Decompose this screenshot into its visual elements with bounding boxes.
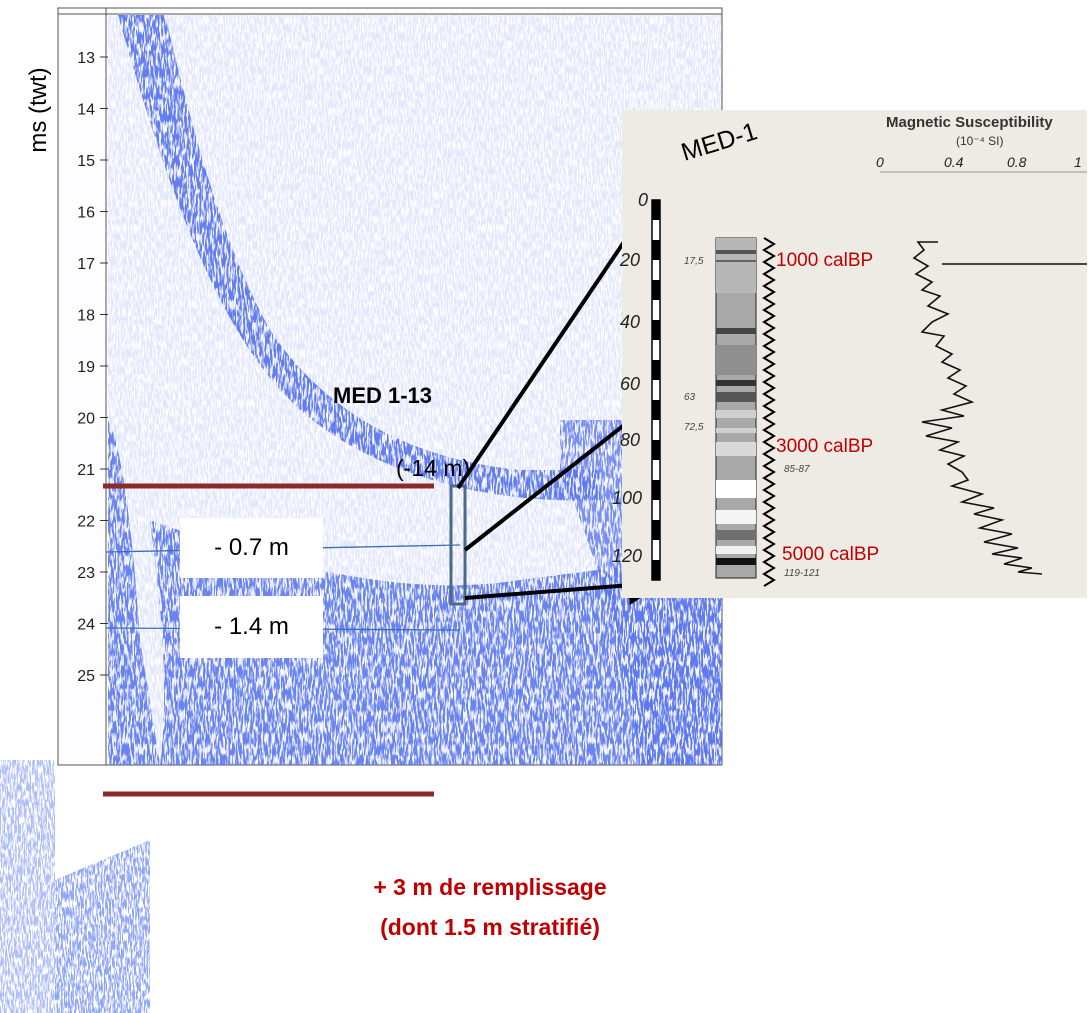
ms-tick-1: 1 — [1074, 154, 1082, 170]
axis-title: ms (twt) — [25, 67, 52, 152]
axis-tick-label: 20 — [77, 411, 95, 428]
depth-tick-20: 20 — [620, 250, 641, 270]
sample-label-72-5: 72,5 — [684, 422, 704, 433]
depth-tick-0: 0 — [638, 190, 649, 210]
scale-block — [652, 520, 660, 540]
axis-tick-label: 18 — [77, 308, 95, 325]
axis-tick-label: 15 — [77, 153, 95, 170]
lithology-column — [715, 237, 757, 579]
core-boundary-zigzag — [762, 237, 776, 587]
time-axis: 13 14 15 16 17 18 19 20 21 22 23 24 25 — [77, 50, 108, 685]
scale-block — [652, 400, 660, 420]
scale-block — [652, 240, 660, 260]
depth-scale-bar — [651, 199, 661, 581]
scale-block — [652, 200, 660, 220]
magnetic-susceptibility-curve — [912, 241, 1043, 575]
axis-tick-label: 23 — [77, 565, 95, 582]
fill-note-box: + 3 m de remplissage (dont 1.5 m stratif… — [290, 842, 690, 972]
axis-tick-label: 17 — [77, 256, 95, 273]
age-label-1000: 1000 calBP — [776, 250, 874, 271]
core-log-panel: MED-1 Magnetic Susceptibility (10⁻⁴ SI) … — [612, 110, 1087, 598]
depth-tick-100: 100 — [612, 488, 643, 508]
axis-tick-label: 16 — [77, 205, 95, 222]
depth-tick-80: 80 — [620, 430, 641, 450]
ms-tick-04: 0.4 — [944, 154, 964, 170]
ms-unit: (10⁻⁴ SI) — [956, 134, 1004, 148]
ms-title: Magnetic Susceptibility — [886, 114, 1053, 131]
scale-block — [652, 360, 660, 380]
sample-label-17-5: 17,5 — [684, 256, 704, 267]
fill-note-line1: + 3 m de remplissage — [373, 874, 607, 900]
depth-tick-40: 40 — [620, 312, 641, 332]
core-water-depth: (-14 m) — [396, 455, 471, 481]
age-label-5000: 5000 calBP — [782, 544, 880, 565]
depth-tick-120: 120 — [612, 546, 643, 566]
axis-tick-label: 19 — [77, 359, 95, 376]
axis-tick-label: 22 — [77, 514, 95, 531]
axis-tick-label: 13 — [77, 50, 95, 67]
axis-tick-label: 25 — [77, 668, 95, 685]
scale-block — [652, 440, 660, 460]
scale-block — [652, 280, 660, 300]
sample-label-119-121: 119-121 — [784, 568, 820, 579]
sample-label-63: 63 — [684, 392, 696, 403]
ms-tick-0: 0 — [876, 154, 884, 170]
axis-tick-label: 24 — [77, 617, 95, 634]
depth-tick-60: 60 — [620, 374, 641, 394]
scale-block — [652, 560, 660, 580]
scale-block — [652, 320, 660, 340]
seismic-fragment — [0, 760, 150, 1013]
age-label-3000: 3000 calBP — [776, 436, 874, 457]
depth-label-14: - 1.4 m — [180, 596, 323, 658]
axis-tick-label: 21 — [77, 462, 95, 479]
scale-block — [652, 480, 660, 500]
core-name: MED 1-13 — [333, 383, 433, 408]
ms-tick-08: 0.8 — [1007, 154, 1027, 170]
axis-tick-label: 14 — [77, 102, 95, 119]
sample-label-85-87: 85-87 — [784, 464, 810, 475]
depth-label-07: - 0.7 m — [180, 518, 323, 578]
fill-note-line2: (dont 1.5 m stratifié) — [380, 914, 600, 940]
